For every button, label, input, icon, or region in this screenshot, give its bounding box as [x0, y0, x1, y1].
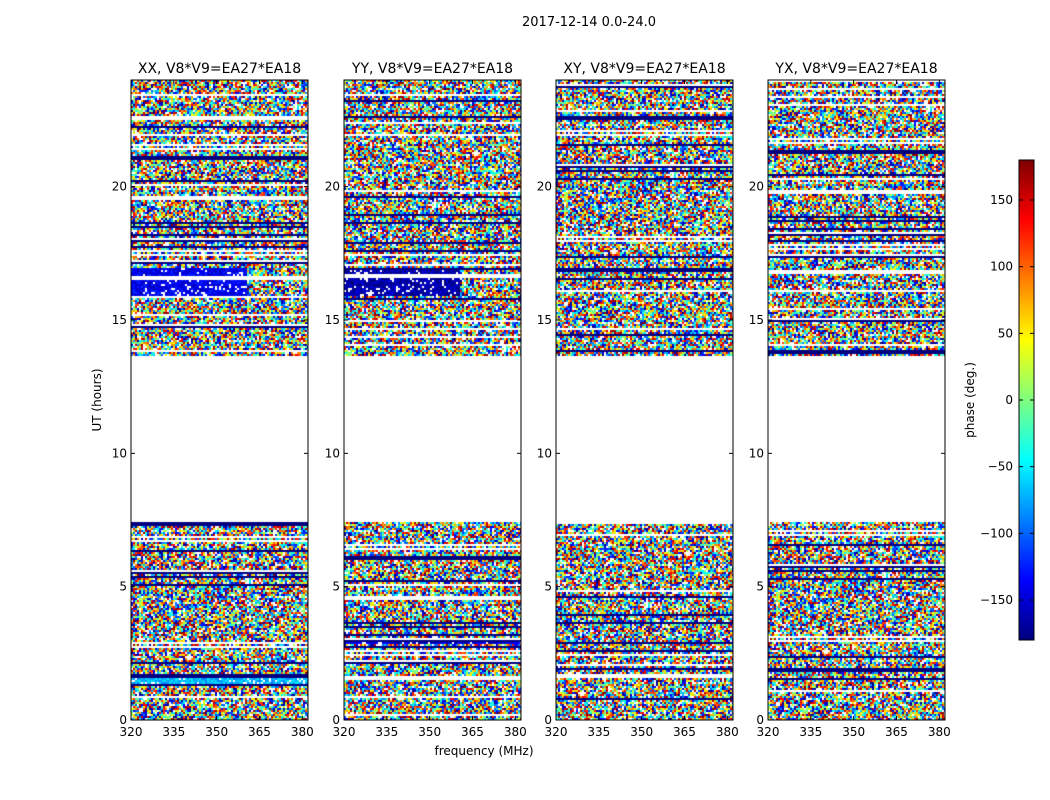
x-tick-label: 335 — [799, 725, 822, 739]
x-axis-label: frequency (MHz) — [434, 744, 533, 758]
panel-title: XY, V8*V9=EA27*EA18 — [563, 61, 725, 77]
colorbar: 150 100 50 0 −50 −100 −150 — [980, 159, 1035, 641]
panel-2: YY, V8*V9=EA27*EA18 320 335 350 365 380 0 5 10 15… — [325, 61, 527, 739]
y-tick-label: 10 — [112, 446, 127, 460]
y-tick-label: 20 — [749, 180, 764, 194]
colorbar-tick-label: 100 — [990, 260, 1013, 274]
x-tick-label: 365 — [885, 725, 908, 739]
x-tick-label: 380 — [716, 725, 739, 739]
phase-heatmap-image — [556, 80, 733, 720]
panels: XX, V8*V9=EA27*EA18 320 335 350 365 380 0 5 10 15… — [112, 61, 951, 739]
y-tick-label: 5 — [332, 580, 340, 594]
panel-title: XX, V8*V9=EA27*EA18 — [138, 61, 301, 77]
x-tick-label: 365 — [673, 725, 696, 739]
x-tick-label: 350 — [418, 725, 441, 739]
axes-frame — [343, 79, 522, 721]
y-tick-label: 15 — [749, 313, 764, 327]
colorbar-tick-label: 150 — [990, 193, 1013, 207]
colorbar-tick-label: 0 — [1005, 393, 1013, 407]
y-tick-label: 20 — [112, 180, 127, 194]
y-tick-label: 15 — [325, 313, 340, 327]
x-tick-label: 320 — [333, 725, 356, 739]
figure-suptitle: 2017-12-14 0.0-24.0 — [522, 15, 656, 30]
y-tick-label: 0 — [756, 713, 764, 727]
x-tick-label: 380 — [504, 725, 527, 739]
axes-frame — [130, 79, 309, 721]
x-tick-label: 335 — [375, 725, 398, 739]
x-tick-label: 320 — [545, 725, 568, 739]
x-tick-label: 350 — [630, 725, 653, 739]
x-tick-label: 335 — [162, 725, 185, 739]
x-tick-label: 320 — [757, 725, 780, 739]
x-tick-label: 380 — [291, 725, 314, 739]
phase-heatmap-image — [768, 80, 945, 720]
y-tick-label: 10 — [749, 446, 764, 460]
colorbar-tick-label: −150 — [980, 593, 1013, 607]
y-tick-label: 10 — [537, 446, 552, 460]
panel-4: YX, V8*V9=EA27*EA18 320 335 350 365 380 0 5 10 15… — [749, 61, 951, 739]
y-tick-label: 5 — [544, 580, 552, 594]
panel-title: YX, V8*V9=EA27*EA18 — [774, 61, 937, 77]
y-tick-label: 5 — [756, 580, 764, 594]
colorbar-label: phase (deg.) — [963, 362, 977, 438]
colorbar-tick-label: −100 — [980, 526, 1013, 540]
phase-heatmap-image — [131, 80, 308, 720]
x-tick-label: 380 — [928, 725, 951, 739]
phase-heatmap-image — [344, 80, 521, 720]
y-tick-label: 10 — [325, 446, 340, 460]
y-tick-label: 20 — [537, 180, 552, 194]
panel-title: YY, V8*V9=EA27*EA18 — [351, 61, 513, 77]
axes-frame — [767, 79, 946, 721]
x-tick-label: 335 — [587, 725, 610, 739]
x-tick-label: 350 — [205, 725, 228, 739]
panel-1: XX, V8*V9=EA27*EA18 320 335 350 365 380 0 5 10 15… — [112, 61, 314, 739]
colorbar-tick-label: 50 — [998, 326, 1013, 340]
x-tick-label: 365 — [461, 725, 484, 739]
y-axis-label: UT (hours) — [90, 368, 104, 431]
y-tick-label: 0 — [544, 713, 552, 727]
y-tick-label: 20 — [325, 180, 340, 194]
panel-3: XY, V8*V9=EA27*EA18 320 335 350 365 380 0 5 10 15… — [537, 61, 739, 739]
y-tick-label: 5 — [119, 580, 127, 594]
y-tick-label: 0 — [119, 713, 127, 727]
y-tick-label: 0 — [332, 713, 340, 727]
x-tick-label: 350 — [842, 725, 865, 739]
y-tick-label: 15 — [537, 313, 552, 327]
y-tick-label: 15 — [112, 313, 127, 327]
x-tick-label: 365 — [248, 725, 271, 739]
x-tick-label: 320 — [120, 725, 143, 739]
colorbar-tick-label: −50 — [988, 460, 1013, 474]
axes-frame — [555, 79, 734, 721]
